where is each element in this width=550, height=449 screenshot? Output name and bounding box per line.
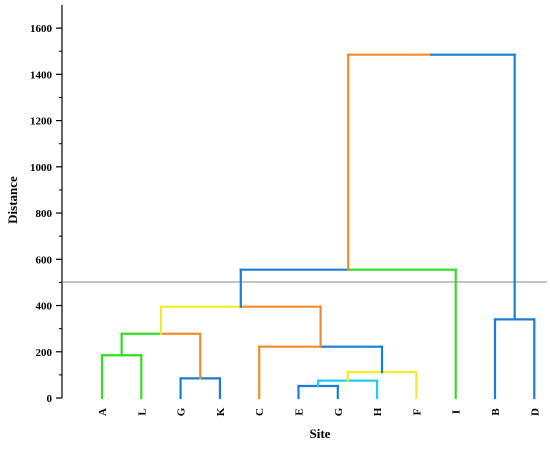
y-tick-label: 1200 <box>30 116 53 128</box>
y-tick-label: 600 <box>36 254 53 266</box>
x-axis-title: Site <box>310 426 331 441</box>
y-axis: 0 200 400 600 800 1000 1200 1400 1600 <box>30 5 63 405</box>
y-tick-label: 800 <box>36 208 53 220</box>
leaf-label: K <box>215 407 227 416</box>
leaf-label: L <box>136 408 148 415</box>
y-axis-title: Distance <box>5 176 20 224</box>
y-tick-label: 0 <box>47 393 53 405</box>
y-tick-label: 200 <box>36 347 53 359</box>
leaf-label: D <box>529 408 541 416</box>
leaf-label: G <box>176 407 188 416</box>
leaf-label: H <box>372 407 384 416</box>
y-tick-label: 1400 <box>30 69 53 81</box>
leaf-label: G <box>333 407 345 416</box>
leaf-label: C <box>254 408 266 416</box>
leaf-label: I <box>451 410 463 414</box>
y-tick-label: 400 <box>36 301 53 313</box>
leaf-label: B <box>490 408 502 416</box>
leaf-label: E <box>294 408 306 415</box>
leaf-label: A <box>97 408 109 416</box>
dendrogram-tree <box>100 53 536 400</box>
leaf-label: F <box>411 408 423 415</box>
y-tick-label: 1000 <box>30 162 53 174</box>
y-tick-label: 1600 <box>30 23 53 35</box>
